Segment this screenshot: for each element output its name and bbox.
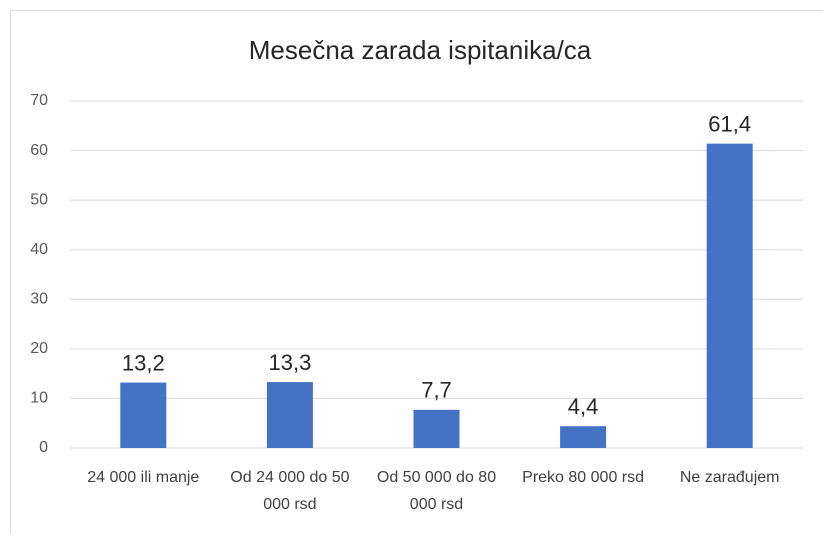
x-tick-label: Od 24 000 do 50 000 rsd bbox=[230, 469, 350, 513]
data-label: 4,4 bbox=[568, 394, 599, 419]
data-label: 13,3 bbox=[268, 350, 311, 375]
y-tick-label: 50 bbox=[30, 191, 48, 208]
y-tick-label: 10 bbox=[30, 390, 48, 407]
data-label: 7,7 bbox=[421, 378, 452, 403]
y-tick-label: 20 bbox=[30, 340, 48, 357]
y-tick-label: 40 bbox=[30, 241, 48, 258]
y-tick-label: 60 bbox=[30, 142, 48, 159]
y-tick-label: 30 bbox=[30, 291, 48, 308]
bar bbox=[413, 409, 460, 448]
x-tick-label: Od 50 000 do 80 000 rsd bbox=[376, 469, 497, 513]
chart-border bbox=[10, 10, 823, 534]
data-label: 61,4 bbox=[708, 111, 751, 136]
x-tick-label: Preko 80 000 rsd bbox=[522, 469, 645, 486]
y-tick-label: 70 bbox=[30, 92, 48, 109]
data-label: 13,2 bbox=[122, 350, 165, 375]
chart-title: Mesečna zarada ispitanika/ca bbox=[249, 35, 592, 65]
bar bbox=[706, 143, 753, 449]
x-tick-label: Ne zarađujem bbox=[679, 469, 780, 486]
bar bbox=[266, 382, 313, 448]
bar bbox=[560, 426, 607, 448]
x-tick-label: 24 000 ili manje bbox=[87, 469, 200, 486]
y-tick-label: 0 bbox=[39, 439, 48, 456]
bar bbox=[120, 382, 167, 448]
